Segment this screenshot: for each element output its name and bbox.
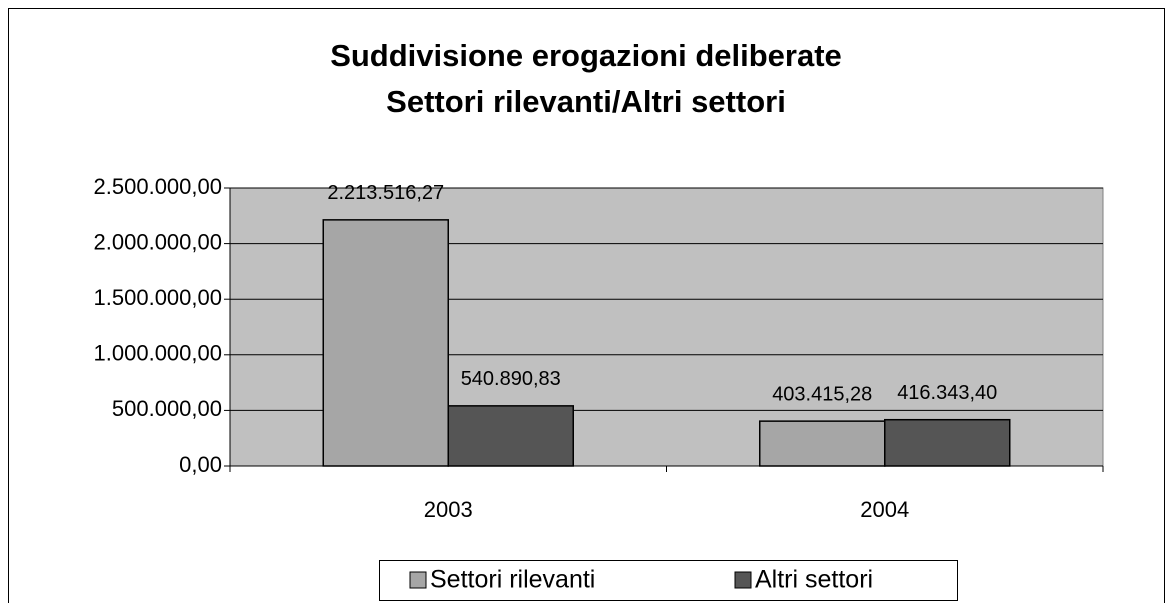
legend-box <box>379 560 958 601</box>
value-label: 416.343,40 <box>897 382 997 404</box>
bar <box>884 418 1011 467</box>
y-tick-label: 2.500.000,00 <box>94 174 222 199</box>
chart-title: Settori rilevanti/Altri settori <box>386 84 786 119</box>
y-tick-label: 500.000,00 <box>112 396 222 421</box>
y-tick-label: 1.500.000,00 <box>94 285 222 310</box>
y-tick-label: 2.000.000,00 <box>94 229 222 254</box>
x-tick-label: 2003 <box>424 497 473 522</box>
bar <box>322 219 449 467</box>
chart-title: Suddivisione erogazioni deliberate <box>330 38 842 73</box>
legend-swatch <box>734 571 752 589</box>
x-tick-label: 2004 <box>860 497 909 522</box>
bar <box>759 420 886 467</box>
legend-swatch <box>409 571 427 589</box>
legend-label: Altri settori <box>755 566 873 594</box>
y-tick-label: 0,00 <box>179 452 222 477</box>
y-tick-label: 1.000.000,00 <box>94 341 222 366</box>
value-label: 403.415,28 <box>772 383 872 405</box>
legend-label: Settori rilevanti <box>430 566 595 594</box>
value-label: 2.213.516,27 <box>327 182 444 204</box>
bar <box>447 405 574 467</box>
value-label: 540.890,83 <box>461 368 561 390</box>
